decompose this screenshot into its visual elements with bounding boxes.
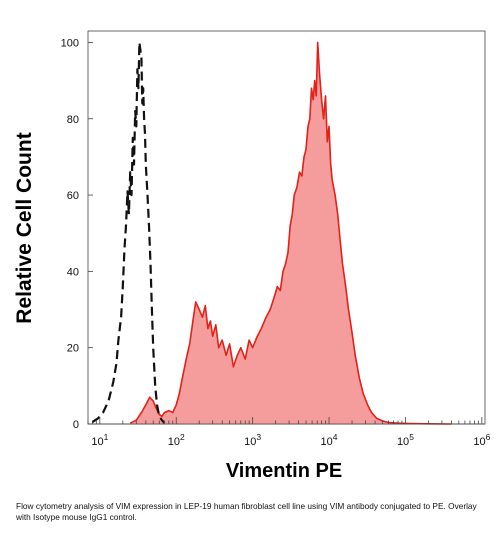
x-tick-label: 104: [321, 432, 338, 448]
x-axis-ticks: 101 102 103 104 105 106: [87, 417, 491, 448]
x-tick-label: 101: [91, 432, 108, 448]
y-tick-label: 100: [61, 37, 79, 49]
y-axis-title: Relative Cell Count: [13, 132, 36, 323]
x-tick-label: 102: [168, 432, 185, 448]
y-axis-ticks: 0 20 40 60 80 100: [61, 37, 93, 431]
y-tick-label: 0: [73, 419, 79, 431]
y-tick-label: 60: [67, 190, 79, 202]
vim-pe-histogram-line: [129, 41, 452, 425]
x-tick-label: 105: [397, 432, 414, 448]
y-tick-label: 20: [67, 343, 79, 355]
x-tick-label: 106: [473, 432, 490, 448]
x-tick-label: 103: [244, 432, 261, 448]
x-axis-title: Vimentin PE: [226, 460, 342, 482]
y-tick-label: 80: [67, 114, 79, 126]
isotype-control-histogram-line: [91, 41, 166, 424]
vim-pe-histogram-area: [130, 42, 452, 425]
figure-caption: Flow cytometry analysis of VIM expressio…: [16, 501, 477, 522]
y-tick-label: 40: [67, 266, 79, 278]
